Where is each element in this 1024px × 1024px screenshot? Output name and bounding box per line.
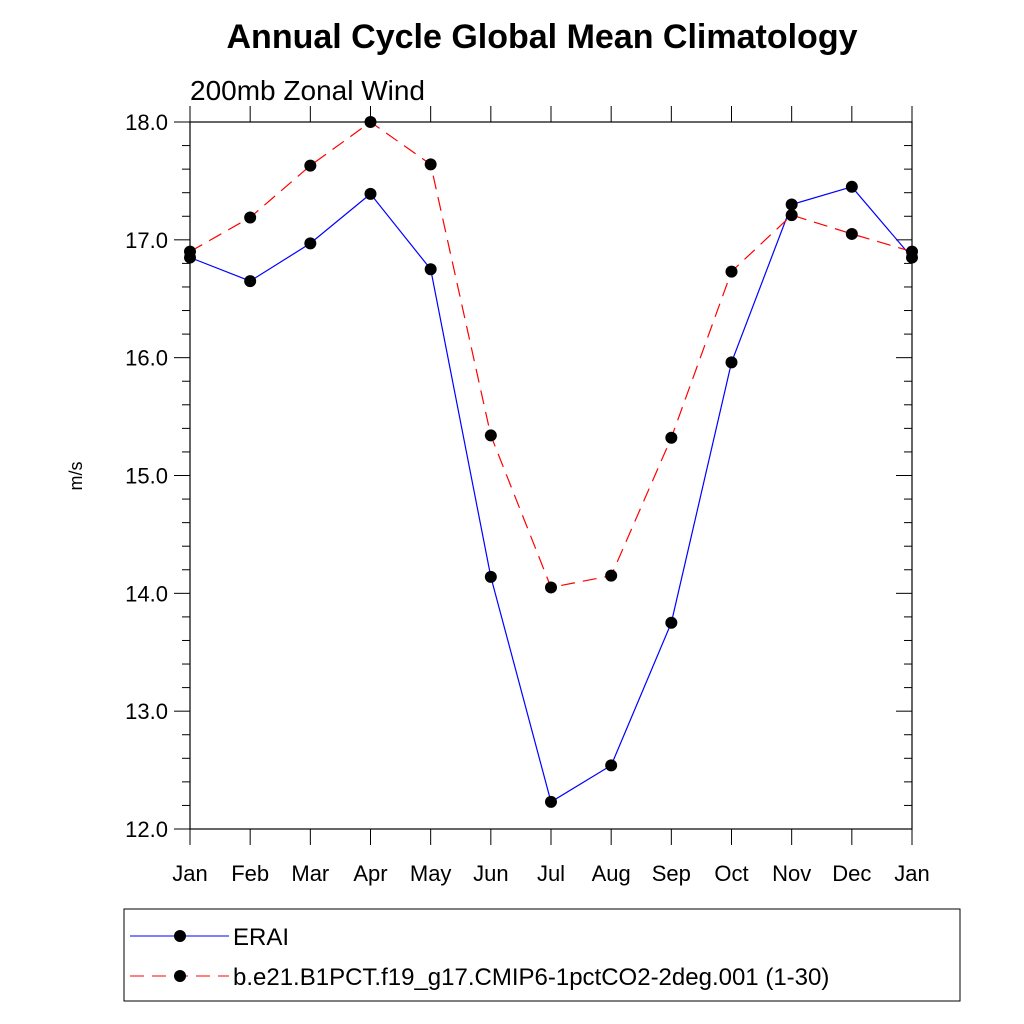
x-tick-label: Jan [172,861,207,886]
series-line-0 [189,186,913,803]
series-1-point [424,158,437,171]
y-axis-label: m/s [66,462,86,491]
series-1-point [665,431,678,444]
chart-title: Annual Cycle Global Mean Climatology [227,18,858,56]
x-tick-label: Oct [714,861,748,886]
series-1-point [484,429,497,442]
x-tick-label: Jan [894,861,929,886]
series-0-point [304,237,317,250]
tick-labels-layer: 12.0 13.0 14.0 15.0 16.0 17.0 18.0 Jan Feb Mar Apr… [125,110,930,886]
legend-marker-model [174,970,186,982]
x-tick-label: Dec [832,861,871,886]
y-tick-label: 12.0 [125,817,168,842]
series-1-point [545,581,557,594]
legend-label-model: b.e21.B1PCT.f19_g17.CMIP6-1pctCO2-2deg.0… [233,964,829,991]
series-1-point [785,209,798,222]
y-tick-label: 18.0 [125,110,168,135]
x-tick-label: May [410,861,452,886]
legend-box [123,908,961,1002]
y-tick-label: 16.0 [125,346,168,371]
y-tick-label: 14.0 [125,581,168,606]
series-0-point [244,275,257,288]
series-layer [184,116,918,808]
y-tick-label: 17.0 [125,228,168,253]
series-0-point [845,180,858,193]
series-0-point [605,759,618,772]
series-line-1 [189,121,913,589]
series-0-point [364,187,377,200]
legend: ERAI b.e21.B1PCT.f19_g17.CMIP6-1pctCO2-2… [123,908,961,1002]
x-tick-label: Jun [473,861,508,886]
series-0-point [545,795,557,808]
x-tick-label: Jul [537,861,565,886]
x-tick-label: Aug [592,861,631,886]
ticks-layer [174,106,913,845]
legend-label-erai: ERAI [233,924,289,951]
plot-frame [189,121,913,830]
series-1-point [725,265,738,278]
legend-marker-erai [174,930,186,942]
x-tick-label: Nov [772,861,811,886]
series-1-point [304,159,317,172]
x-tick-label: Apr [353,861,387,886]
series-1-point [845,227,858,240]
y-tick-label: 15.0 [125,464,168,489]
series-0-point [785,198,798,211]
series-0-point [424,263,437,276]
x-tick-label: Mar [291,861,329,886]
series-0-point [484,570,497,583]
series-1-point [244,211,257,224]
x-tick-label: Feb [231,861,269,886]
x-tick-label: Sep [652,861,691,886]
chart-subtitle: 200mb Zonal Wind [190,75,425,106]
series-0-point [665,616,678,629]
y-tick-label: 13.0 [125,699,168,724]
series-1-point [605,569,618,582]
series-0-point [725,356,738,369]
